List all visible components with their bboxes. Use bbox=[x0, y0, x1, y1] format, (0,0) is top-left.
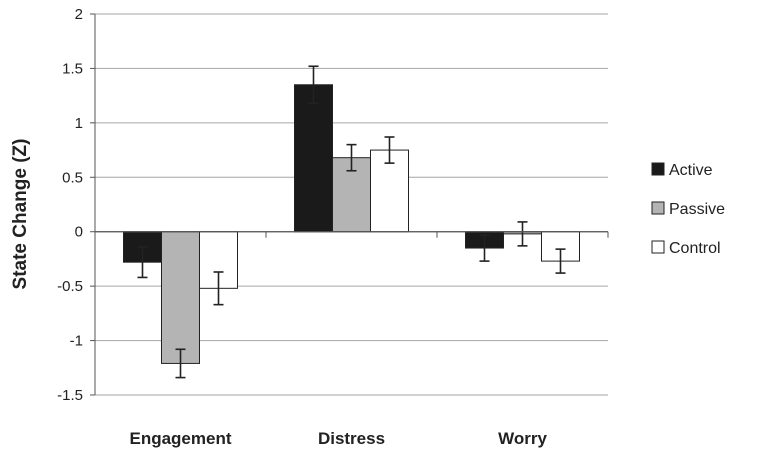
legend-label-passive: Passive bbox=[669, 201, 725, 218]
y-axis-ticks: 2 1.5 1 0.5 0 -0.5 -1 -1.5 bbox=[57, 6, 95, 404]
x-category-label: Worry bbox=[498, 429, 547, 448]
legend-label-active: Active bbox=[669, 162, 713, 179]
bars bbox=[123, 84, 580, 364]
y-tick-label: -1.5 bbox=[57, 387, 83, 404]
y-tick-label: -1 bbox=[70, 333, 83, 350]
y-tick-label: -0.5 bbox=[57, 278, 83, 295]
legend-label-control: Control bbox=[669, 240, 721, 257]
x-category-label: Distress bbox=[318, 429, 385, 448]
y-tick-label: 0 bbox=[75, 224, 83, 241]
y-tick-label: 1 bbox=[75, 115, 83, 132]
legend-swatch-control bbox=[651, 240, 665, 254]
y-tick-label: 0.5 bbox=[62, 169, 83, 186]
y-tick-label: 2 bbox=[75, 6, 83, 23]
error-bars bbox=[137, 65, 566, 379]
bar-passive-engagement bbox=[161, 231, 200, 364]
y-axis-title: State Change (Z) bbox=[10, 139, 31, 290]
axes bbox=[94, 14, 609, 395]
x-category-label: Engagement bbox=[129, 429, 231, 448]
bar-active-distress bbox=[294, 84, 333, 233]
legend-swatch-active bbox=[651, 162, 665, 176]
y-tick-label: 1.5 bbox=[62, 60, 83, 77]
legend-swatch-passive bbox=[651, 201, 665, 215]
legend: Active Passive Control bbox=[651, 162, 725, 257]
x-axis-category-labels: Engagement Distress Worry bbox=[129, 429, 547, 448]
